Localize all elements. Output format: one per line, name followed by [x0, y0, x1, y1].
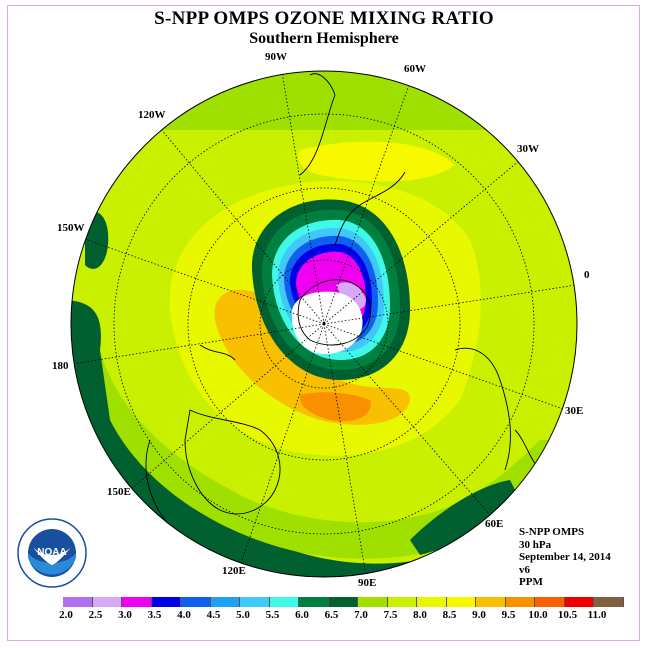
lon-label-90e: 90E [358, 577, 377, 589]
map-title: S-NPP OMPS OZONE MIXING RATIO [154, 8, 494, 29]
colorbar-swatch [564, 597, 594, 607]
colorbar-tick-label: 9.5 [501, 609, 516, 621]
lon-label-150e: 150E [107, 486, 131, 498]
lon-label-30w: 30W [517, 143, 539, 155]
lon-label-150w: 150W [57, 222, 85, 234]
contour-9-0 [214, 289, 410, 425]
colorbar-swatch [122, 597, 152, 607]
map-subtitle: Southern Hemisphere [249, 30, 399, 47]
colorbar-tick-label: 9.0 [472, 609, 486, 621]
plot-frame [7, 5, 640, 641]
colorbar-tick-label: 2.0 [59, 609, 73, 621]
colorbar-swatch [594, 597, 624, 607]
colorbar-tick-label: 8.5 [442, 609, 457, 621]
colorbar-tick-label: 11.0 [587, 609, 607, 621]
graticule [71, 71, 577, 577]
colorbar-tick-label: 5.5 [265, 609, 280, 621]
info-level: 30 hPa [519, 538, 552, 551]
info-units: PPM [519, 576, 543, 588]
info-date: September 14, 2014 [519, 551, 611, 563]
lon-label-120e: 120E [222, 565, 246, 577]
map-info-block: S-NPP OMPS 30 hPa September 14, 2014 v6 … [519, 526, 611, 589]
contour-9-5 [299, 392, 371, 422]
info-instrument: S-NPP OMPS [519, 526, 585, 538]
colorbar-swatch [299, 597, 329, 607]
lon-label-90w: 90W [265, 51, 287, 63]
lon-label-120w: 120W [138, 109, 166, 121]
colorbar-swatch [417, 597, 447, 607]
south-pole-marker [322, 321, 326, 325]
colorbar-tick-label: 5.0 [236, 609, 250, 621]
noaa-logo: NOAA [17, 518, 87, 588]
lon-label-0: 0 [584, 269, 590, 281]
colorbar-swatch [387, 597, 417, 607]
colorbar-swatch [181, 597, 211, 607]
colorbar-tick-label: 10.5 [557, 609, 578, 621]
colorbar-tick-label: 7.5 [383, 609, 398, 621]
noaa-logo-text: NOAA [37, 547, 66, 558]
colorbar-ticks: 2.0 2.5 3.0 3.5 4.0 4.5 5.0 5.5 6.0 6.5 7.0 7.5 8.0 8… [0, 609, 648, 623]
colorbar-tick-label: 6.5 [324, 609, 339, 621]
colorbar-swatch [358, 597, 388, 607]
colorbar-swatch [476, 597, 506, 607]
colorbar-tick-label: 8.0 [413, 609, 427, 621]
colorbar-swatch [505, 597, 535, 607]
colorbar-tick-label: 10.0 [528, 609, 548, 621]
info-version: v6 [519, 563, 530, 576]
map-boundary [70, 70, 578, 578]
colorbar-swatch [446, 597, 476, 607]
lon-label-60w: 60W [404, 63, 426, 75]
lon-label-180: 180 [52, 360, 69, 372]
lon-label-60e: 60E [485, 518, 504, 530]
colorbar-swatch [269, 597, 299, 607]
colorbar-swatch [63, 597, 93, 607]
contour-7-0-patch-east [410, 480, 520, 555]
contour-2-5 [336, 282, 366, 310]
colorbar-tick-label: 7.0 [354, 609, 368, 621]
colorbar-swatch [92, 597, 122, 607]
contour-7-0-outer [71, 300, 577, 577]
colorbar-tick-label: 3.0 [118, 609, 132, 621]
colorbar-swatch [210, 597, 240, 607]
colorbar-swatch [535, 597, 565, 607]
lon-label-30e: 30E [565, 405, 584, 417]
colorbar-swatch [151, 597, 181, 607]
ozone-field [71, 71, 577, 577]
colorbar-tick-label: 3.5 [147, 609, 162, 621]
colorbar-swatch [328, 597, 358, 607]
colorbar [63, 597, 624, 607]
colorbar-tick-label: 2.5 [88, 609, 103, 621]
colorbar-tick-label: 4.5 [206, 609, 221, 621]
colorbar-swatch [240, 597, 270, 607]
colorbar-tick-label: 6.0 [295, 609, 309, 621]
contour-8-5-north [298, 141, 455, 182]
colorbar-tick-label: 4.0 [177, 609, 191, 621]
